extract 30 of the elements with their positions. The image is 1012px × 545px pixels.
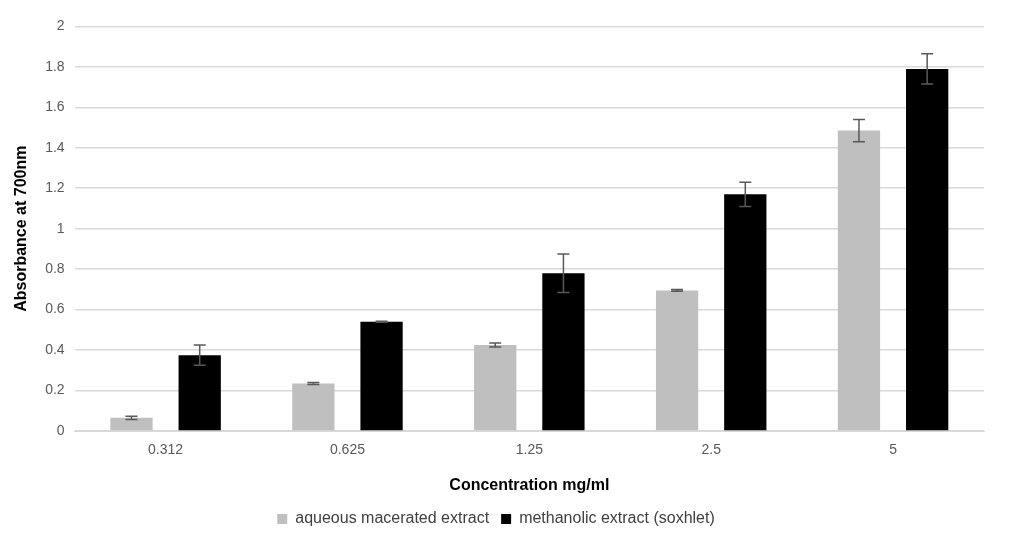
y-tick-label: 1.2	[45, 179, 65, 196]
x-axis-title: Concentration mg/ml	[449, 475, 610, 493]
x-tick-label: 1.25	[515, 441, 544, 458]
bar	[178, 355, 221, 431]
x-tick-label: 5	[889, 441, 898, 458]
y-tick-label: 1.4	[45, 138, 65, 155]
bar	[542, 273, 585, 431]
y-tick-label: 0.4	[45, 340, 65, 357]
y-tick-label: 2	[56, 17, 65, 34]
bar	[292, 383, 335, 431]
bar	[360, 321, 403, 431]
bar	[110, 417, 153, 431]
x-tick-label: 0.625	[329, 441, 366, 458]
bar	[724, 194, 767, 431]
y-axis-title: Absorbance at 700nm	[12, 145, 30, 312]
y-tick-label: 0.6	[45, 300, 65, 317]
x-tick-label: 2.5	[701, 441, 722, 458]
bar	[655, 290, 699, 431]
y-tick-label: 1.8	[45, 57, 65, 74]
bar	[474, 345, 517, 431]
y-tick-label: 1.6	[45, 98, 65, 115]
y-tick-label: 1	[56, 219, 65, 236]
legend-label: methanolic extract (soxhlet)	[519, 509, 715, 527]
bar	[906, 68, 949, 431]
y-tick-label: 0	[56, 421, 65, 438]
y-tick-label: 0.2	[45, 381, 65, 398]
y-tick-label: 0.8	[45, 260, 65, 277]
bar	[837, 130, 881, 431]
legend-label: aqueous macerated extract	[295, 509, 490, 527]
x-tick-label: 0.312	[148, 441, 184, 458]
